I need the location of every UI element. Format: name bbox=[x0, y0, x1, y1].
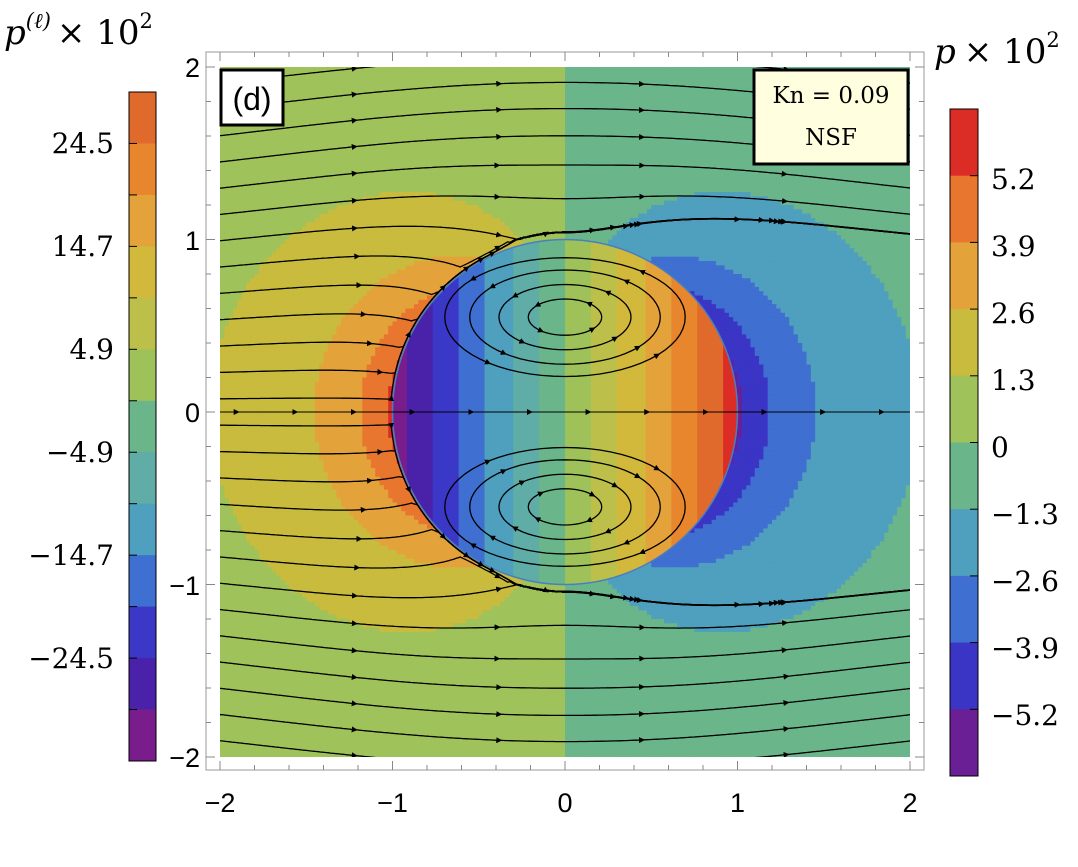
right-title-mult: × 10 bbox=[964, 32, 1047, 72]
right-title-exp: 2 bbox=[1046, 28, 1059, 52]
left-colorbar bbox=[128, 91, 157, 762]
left-colorbar-band bbox=[129, 349, 156, 402]
panel-label: (d) bbox=[232, 81, 271, 117]
right-colorbar-band bbox=[950, 709, 978, 777]
inner-streamline bbox=[469, 459, 661, 555]
right-colorbar-ticks: 5.2 3.9 2.6 1.3 0 −1.3 −2.6 −3.9 −5.2 bbox=[991, 163, 1059, 732]
right-colorbar-tick: 5.2 bbox=[991, 163, 1036, 196]
right-colorbar-tick: −1.3 bbox=[991, 498, 1059, 531]
left-colorbar-tick: 24.5 bbox=[52, 127, 114, 160]
info-box bbox=[752, 68, 910, 166]
y-tick-labels: 2 1 0 −1 −2 bbox=[169, 53, 200, 773]
left-colorbar-tick: −14.7 bbox=[28, 539, 114, 572]
streamline bbox=[220, 713, 910, 743]
left-colorbar-title: p(ℓ) × 102 bbox=[4, 9, 153, 53]
left-colorbar-band bbox=[129, 555, 156, 608]
left-colorbar-band bbox=[129, 452, 156, 505]
info-knudsen: Kn = 0.09 bbox=[772, 83, 889, 109]
right-colorbar-band bbox=[950, 642, 978, 710]
streamline bbox=[220, 635, 910, 660]
right-colorbar-title: p × 102 bbox=[934, 28, 1060, 72]
left-colorbar-band bbox=[129, 297, 156, 350]
streamline bbox=[220, 218, 910, 242]
inner-streamline bbox=[498, 473, 632, 541]
y-tick-label: −1 bbox=[169, 571, 200, 601]
inner-streamline bbox=[527, 298, 603, 336]
left-colorbar-band bbox=[129, 92, 156, 144]
right-colorbar-tick: 3.9 bbox=[991, 230, 1036, 263]
right-colorbar-tick: 2.6 bbox=[991, 297, 1036, 330]
inner-streamline bbox=[527, 488, 603, 526]
right-colorbar-tick: 1.3 bbox=[991, 364, 1036, 397]
streamline bbox=[220, 195, 910, 216]
left-colorbar-ticks: 24.5 14.7 4.9 −4.9 −14.7 −24.5 bbox=[28, 127, 114, 675]
left-colorbar-band bbox=[129, 658, 156, 711]
y-tick-label: 2 bbox=[185, 53, 200, 83]
left-colorbar-band bbox=[129, 709, 156, 762]
inner-streamline bbox=[444, 257, 686, 378]
streamline bbox=[220, 424, 910, 606]
left-colorbar-band bbox=[129, 400, 156, 453]
left-colorbar-tick: −24.5 bbox=[28, 642, 114, 675]
right-colorbar-band bbox=[950, 442, 978, 510]
right-colorbar-band bbox=[950, 109, 978, 177]
info-model: NSF bbox=[805, 125, 857, 151]
left-colorbar-band bbox=[129, 503, 156, 556]
streamline bbox=[220, 687, 910, 717]
x-tick-label: 0 bbox=[557, 788, 572, 818]
right-colorbar-tick: −3.9 bbox=[991, 632, 1059, 665]
streamline bbox=[220, 740, 910, 757]
inner-streamline bbox=[469, 269, 661, 365]
panel-label-box bbox=[219, 68, 285, 127]
x-tick-label: 2 bbox=[902, 788, 917, 818]
right-colorbar-tick: −5.2 bbox=[991, 699, 1059, 732]
right-colorbar-band bbox=[950, 175, 978, 243]
left-title-exp: 2 bbox=[139, 9, 152, 33]
left-colorbar-band bbox=[129, 606, 156, 659]
right-colorbar-band bbox=[950, 509, 978, 577]
heatmap bbox=[220, 67, 910, 757]
right-colorbar-tick: −2.6 bbox=[991, 565, 1059, 598]
left-title-base: p bbox=[4, 13, 26, 53]
y-tick-label: −2 bbox=[169, 743, 200, 773]
y-tick-label: 0 bbox=[185, 398, 200, 428]
inner-streamline bbox=[498, 283, 632, 351]
left-colorbar-tick: 4.9 bbox=[69, 333, 114, 366]
axis-ticks bbox=[206, 52, 924, 770]
left-title-sup: (ℓ) bbox=[26, 9, 51, 33]
right-colorbar-tick: 0 bbox=[991, 431, 1009, 464]
x-tick-label: 1 bbox=[730, 788, 745, 818]
streamline bbox=[220, 164, 910, 189]
left-colorbar-band bbox=[129, 246, 156, 299]
left-title-mult: × 10 bbox=[57, 13, 140, 53]
right-colorbar bbox=[949, 108, 979, 777]
left-colorbar-band bbox=[129, 143, 156, 196]
streamlines bbox=[220, 67, 910, 757]
x-tick-label: −2 bbox=[205, 788, 236, 818]
inner-streamline bbox=[444, 446, 686, 567]
right-colorbar-band bbox=[950, 375, 978, 443]
y-tick-label: 1 bbox=[185, 226, 200, 256]
left-colorbar-tick: 14.7 bbox=[52, 230, 114, 263]
x-tick-labels: −2 −1 0 1 2 bbox=[205, 788, 918, 818]
x-tick-label: −1 bbox=[377, 788, 408, 818]
right-colorbar-band bbox=[950, 309, 978, 377]
right-colorbar-band bbox=[950, 575, 978, 644]
streamline bbox=[220, 661, 910, 689]
right-title-base: p bbox=[934, 32, 956, 72]
left-colorbar-tick: −4.9 bbox=[46, 436, 114, 469]
left-colorbar-band bbox=[129, 194, 156, 247]
streamline bbox=[220, 608, 910, 629]
right-colorbar-band bbox=[950, 242, 978, 310]
